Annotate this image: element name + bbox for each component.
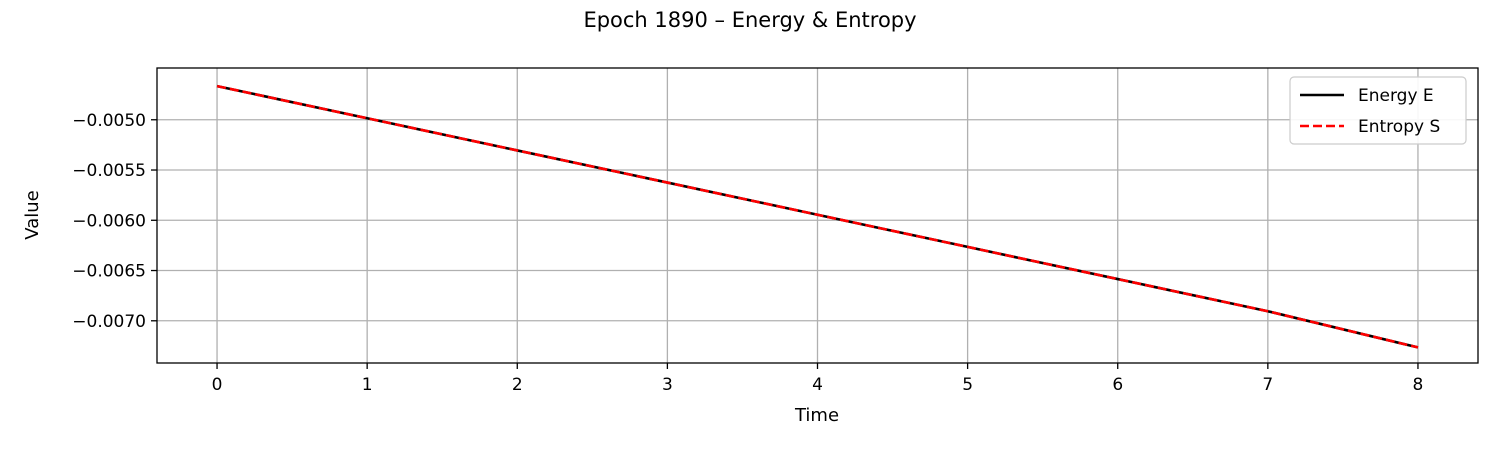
x-tick-label: 7 — [1262, 375, 1273, 395]
x-tick-label: 0 — [212, 375, 223, 395]
x-tick-label: 8 — [1413, 375, 1424, 395]
x-tick-label: 2 — [512, 375, 523, 395]
x-tick-label: 3 — [662, 375, 673, 395]
grid — [157, 68, 1478, 363]
x-tick-label: 1 — [362, 375, 373, 395]
legend: Energy E Entropy S — [1289, 76, 1467, 145]
y-tick-label: −0.0050 — [72, 111, 146, 131]
series-line-entropy-s — [216, 84, 1419, 349]
chart-title: Epoch 1890 – Energy & Entropy — [583, 8, 916, 32]
y-tick-label: −0.0070 — [72, 312, 146, 332]
y-axis-title: Value — [22, 190, 43, 239]
x-tick-label: 5 — [962, 375, 973, 395]
legend-label: Energy E — [1358, 86, 1434, 106]
x-axis-title: Time — [794, 405, 839, 426]
x-tick-label: 6 — [1112, 375, 1123, 395]
x-tick-label: 4 — [812, 375, 823, 395]
legend-label: Entropy S — [1358, 117, 1440, 137]
series-lines — [216, 84, 1419, 349]
y-tick-label: −0.0060 — [72, 211, 146, 231]
axis-ticks: 0 1 2 3 4 5 6 7 8 −0.0050 −0.0055 −0.0060 −0.0065 −0.… — [72, 111, 1423, 395]
y-tick-label: −0.0065 — [72, 262, 146, 282]
y-tick-label: −0.0055 — [72, 161, 146, 181]
